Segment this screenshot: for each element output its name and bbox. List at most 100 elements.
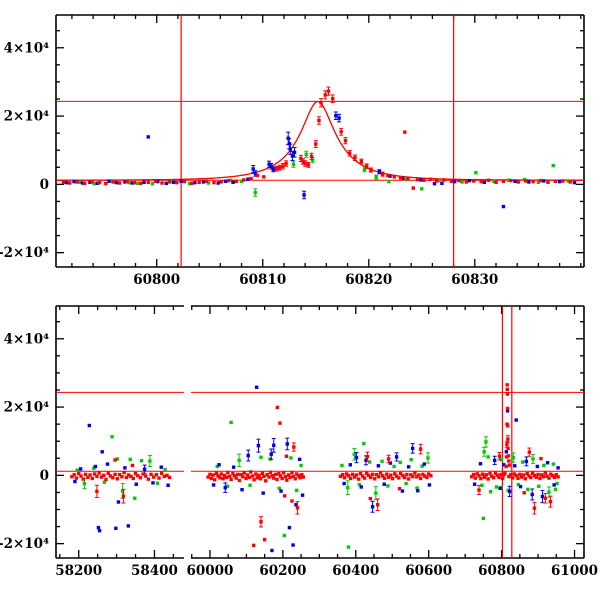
data-point bbox=[224, 475, 229, 480]
data-point bbox=[254, 472, 258, 476]
data-point bbox=[422, 474, 427, 478]
data-point bbox=[378, 471, 383, 475]
data-point bbox=[254, 385, 259, 389]
data-point bbox=[359, 159, 364, 164]
data-point bbox=[72, 179, 76, 184]
data-point bbox=[375, 503, 380, 507]
data-point bbox=[117, 472, 122, 477]
data-point bbox=[227, 178, 231, 183]
data-point bbox=[278, 165, 282, 170]
data-point bbox=[505, 387, 509, 392]
data-point bbox=[265, 472, 269, 477]
data-point bbox=[376, 464, 381, 468]
data-point bbox=[343, 138, 348, 143]
data-point bbox=[299, 156, 303, 161]
axis-frame bbox=[55, 305, 585, 559]
data-point bbox=[240, 488, 244, 492]
y-tick-label: 4×10⁴ bbox=[4, 40, 49, 56]
data-point bbox=[88, 473, 92, 477]
data-point bbox=[273, 472, 278, 477]
data-point bbox=[364, 164, 369, 168]
data-point bbox=[535, 464, 540, 469]
data-point bbox=[72, 472, 76, 477]
data-point bbox=[415, 486, 419, 490]
data-point bbox=[231, 471, 235, 476]
data-point bbox=[352, 475, 357, 479]
data-point bbox=[115, 457, 120, 461]
data-point bbox=[82, 181, 87, 186]
axis-ticks bbox=[56, 306, 584, 558]
data-point bbox=[523, 179, 528, 183]
data-point bbox=[358, 471, 363, 476]
data-point bbox=[509, 472, 513, 477]
data-point bbox=[505, 409, 510, 413]
data-point bbox=[115, 477, 120, 481]
y-tick-label: -2×10⁴ bbox=[0, 245, 49, 261]
data-point bbox=[397, 476, 401, 480]
data-point bbox=[249, 470, 253, 474]
x-tick-label: 58400 bbox=[131, 563, 178, 579]
data-point bbox=[514, 474, 518, 478]
data-point bbox=[151, 481, 155, 485]
data-point bbox=[284, 454, 289, 458]
data-point bbox=[354, 455, 359, 460]
data-point bbox=[361, 474, 365, 478]
data-point bbox=[482, 450, 486, 454]
x-tick-label: 58200 bbox=[55, 563, 102, 579]
data-point bbox=[530, 492, 534, 497]
data-point bbox=[68, 181, 72, 185]
data-point bbox=[132, 180, 137, 185]
data-point bbox=[88, 180, 92, 185]
data-point bbox=[452, 179, 457, 184]
data-point bbox=[426, 456, 430, 460]
data-point bbox=[331, 96, 335, 101]
data-point bbox=[248, 483, 252, 487]
data-point bbox=[102, 480, 107, 484]
data-point bbox=[116, 500, 121, 504]
data-point bbox=[490, 474, 494, 478]
data-point bbox=[516, 476, 520, 480]
data-point bbox=[421, 472, 425, 477]
data-point bbox=[368, 496, 373, 501]
data-point bbox=[340, 472, 345, 477]
data-point bbox=[279, 489, 283, 493]
data-point bbox=[95, 489, 99, 494]
data-point bbox=[420, 187, 424, 191]
data-point bbox=[225, 484, 230, 488]
axis-frame bbox=[55, 14, 585, 268]
data-point bbox=[380, 459, 384, 464]
data-point bbox=[529, 475, 533, 480]
data-point bbox=[428, 177, 432, 181]
data-point bbox=[561, 179, 565, 183]
data-point bbox=[290, 470, 294, 475]
data-point bbox=[521, 473, 526, 477]
data-point bbox=[163, 467, 167, 472]
data-point bbox=[353, 156, 357, 160]
data-point bbox=[123, 466, 127, 470]
data-point bbox=[472, 482, 477, 486]
data-point bbox=[99, 475, 104, 479]
data-point bbox=[152, 475, 156, 479]
data-point bbox=[246, 177, 250, 181]
data-point bbox=[206, 475, 210, 479]
data-point bbox=[514, 418, 518, 422]
data-point bbox=[334, 114, 338, 118]
data-point bbox=[406, 465, 411, 469]
data-point bbox=[486, 178, 491, 182]
data-point bbox=[245, 473, 250, 477]
data-point bbox=[167, 180, 172, 184]
data-point bbox=[516, 482, 521, 487]
data-point bbox=[346, 474, 351, 478]
data-point bbox=[297, 457, 302, 462]
data-point bbox=[278, 421, 282, 425]
data-point bbox=[211, 473, 215, 477]
data-point bbox=[556, 475, 560, 479]
data-point bbox=[547, 490, 551, 494]
data-point bbox=[398, 471, 403, 476]
data-point bbox=[123, 180, 127, 184]
data-point bbox=[479, 179, 483, 184]
data-point bbox=[139, 458, 144, 463]
data-point bbox=[418, 476, 423, 481]
data-point bbox=[385, 472, 389, 476]
data-point bbox=[255, 476, 260, 480]
